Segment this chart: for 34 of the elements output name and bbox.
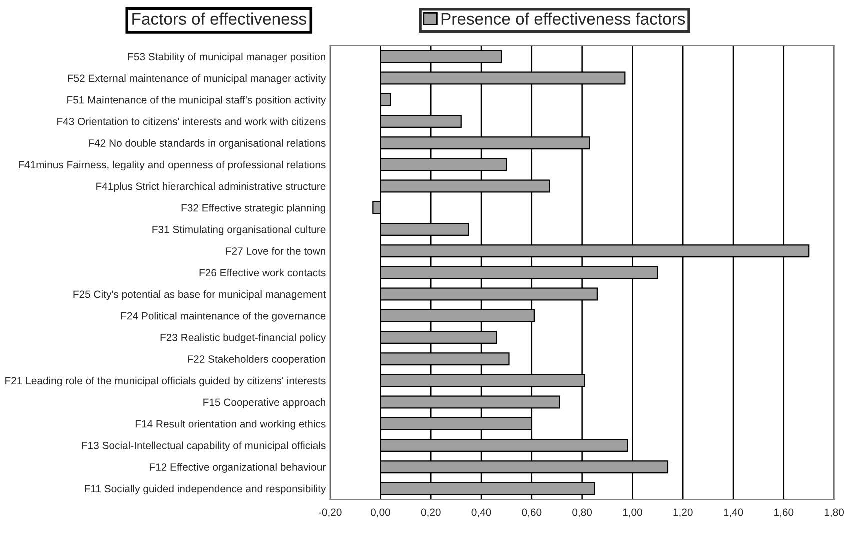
- x-tick-label: 1,20: [674, 508, 693, 518]
- y-tick-label: F31 Stimulating organisational culture: [152, 226, 326, 236]
- y-tick-label: F13 Social-Intellectual capability of municipal officials: [82, 442, 326, 452]
- y-tick-label: F27 Love for the town: [226, 247, 326, 255]
- y-tick-label: F25 City's potential as base for municipal management: [74, 290, 326, 300]
- x-tick-label: -0,20: [318, 508, 342, 518]
- x-tick-label: 0,00: [370, 508, 390, 518]
- y-tick-label: F41plus Strict hierarchical administrative structure: [96, 182, 326, 192]
- x-tick-label: 1,40: [724, 508, 744, 518]
- x-tick-label: 1,60: [774, 508, 794, 518]
- y-tick-label: F21 Leading role of the municipal officials guided by citizens' interests: [6, 376, 326, 387]
- x-tick-label: 0,20: [421, 508, 441, 518]
- x-tick-label: 0,40: [472, 508, 492, 518]
- y-tick-label: F12 Effective organizational behaviour: [150, 463, 326, 474]
- y-tick-label: F53 Stability of municipal manager position: [128, 52, 326, 63]
- x-tick-label: 1,80: [824, 508, 844, 518]
- y-tick-label: F42 No double standards in organisational relations: [89, 139, 326, 150]
- x-tick-label: 1,00: [623, 508, 642, 518]
- y-tick-label: F52 External maintenance of municipal manager activity: [68, 74, 326, 84]
- y-tick-label: F51 Maintenance of the municipal staff's position activity: [68, 96, 326, 106]
- y-tick-label: F15 Cooperative approach: [204, 398, 326, 408]
- y-tick-label: F43 Orientation to citizens' interests and work with citizens: [58, 118, 326, 126]
- x-tick-label: 0,80: [572, 508, 592, 518]
- y-tick-label: F32 Effective strategic planning: [182, 204, 326, 214]
- y-tick-label: F14 Result orientation and working ethics: [136, 420, 326, 430]
- y-tick-label: F23 Realistic budget-financial policy: [160, 334, 326, 344]
- y-tick-label: F22 Stakeholders cooperation: [188, 355, 326, 366]
- x-tick-label: 0,60: [522, 508, 542, 518]
- y-tick-label: F24 Political maintenance of the governance: [121, 312, 326, 322]
- legend-label: Presence of effectiveness factors: [442, 12, 686, 25]
- y-tick-label: F11 Socially guided independence and responsibility: [85, 484, 326, 495]
- y-tick-label: F41minus Fairness, legality and openness of professional relations: [19, 160, 326, 171]
- y-axis-title: Factors of effectiveness: [132, 12, 306, 25]
- y-tick-label: F26 Effective work contacts: [200, 268, 326, 277]
